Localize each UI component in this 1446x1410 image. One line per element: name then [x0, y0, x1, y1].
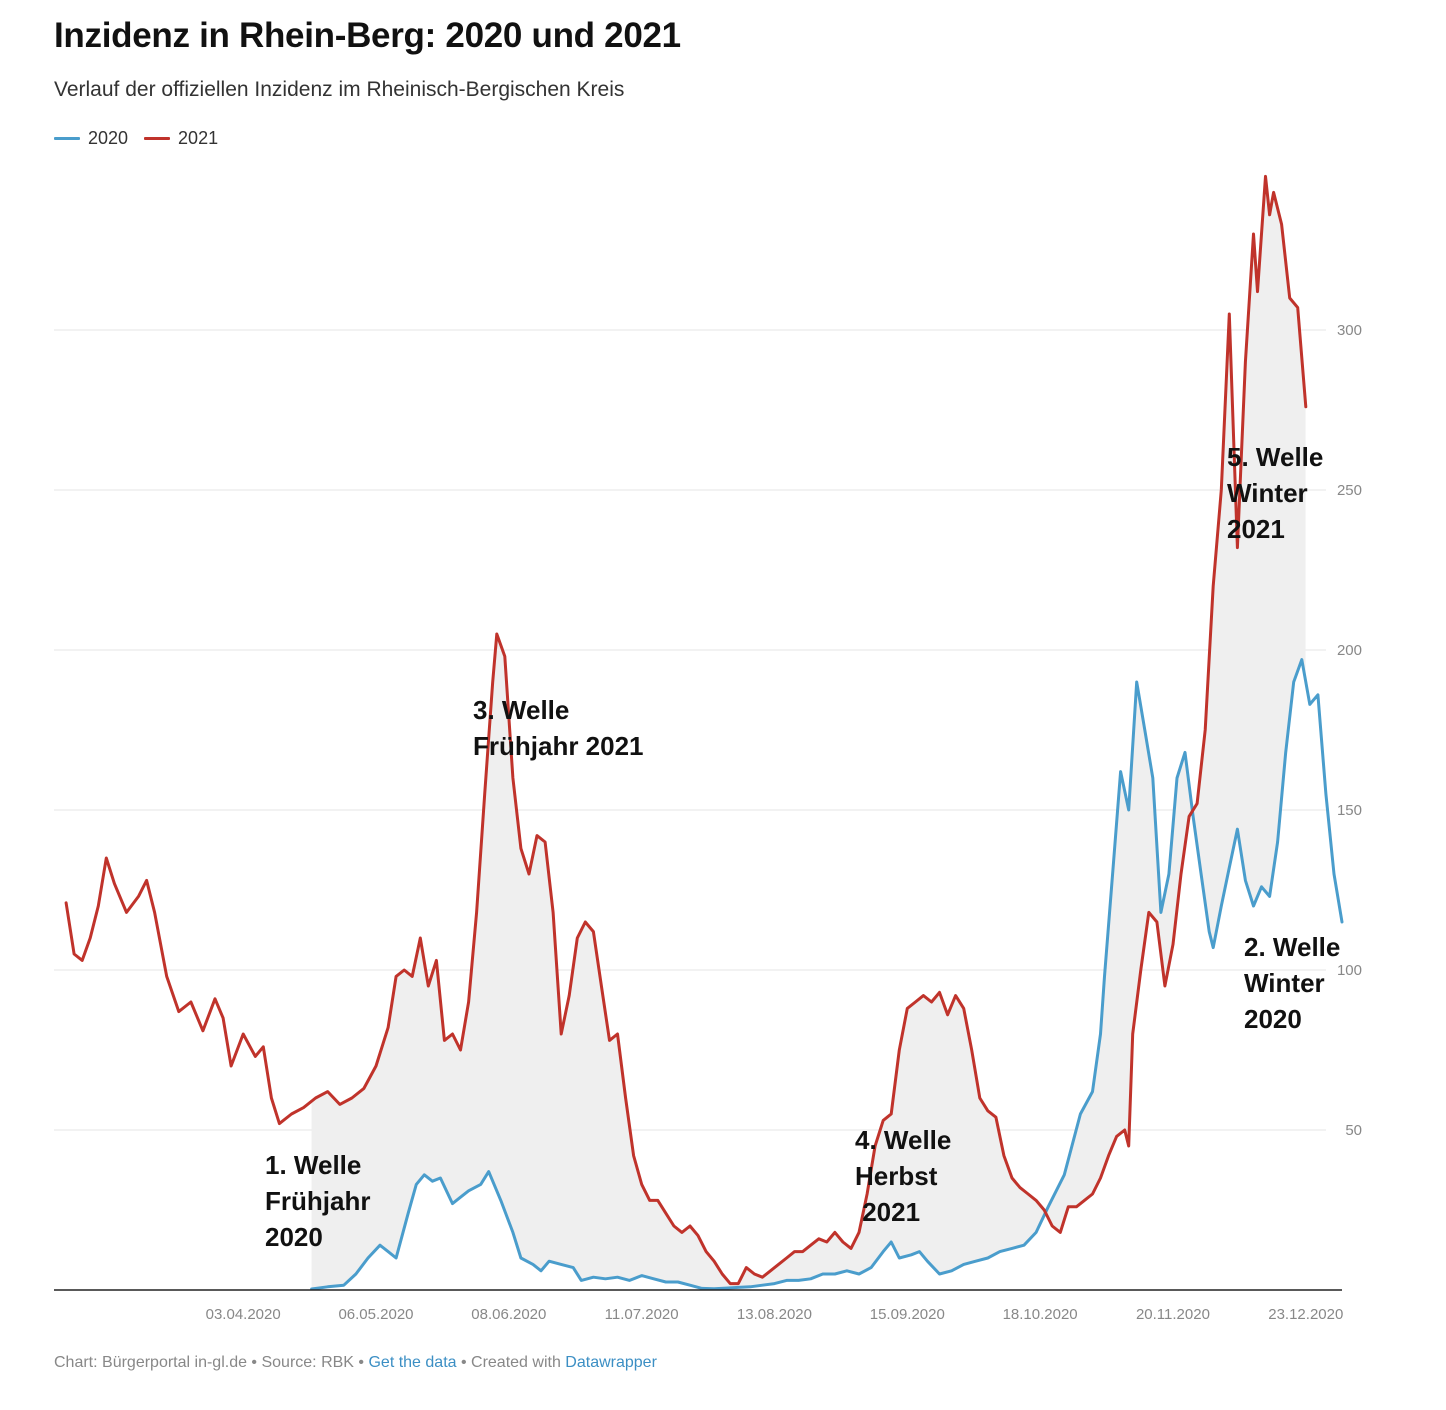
footer-chart-credit: Chart: Bürgerportal in-gl.de [54, 1354, 247, 1371]
x-tick-label: 13.08.2020 [737, 1306, 812, 1323]
annotation-line: Frühjahr 2021 [473, 731, 644, 761]
annotation-label: 2. Welle Winter 2020 [1244, 932, 1340, 1034]
annotation-line: Frühjahr [265, 1186, 370, 1216]
annotation-line: 2021 [1227, 514, 1285, 544]
annotation-line: 2021 [855, 1197, 920, 1227]
get-the-data-link[interactable]: Get the data [368, 1354, 457, 1371]
footer-source: Source: RBK [261, 1354, 354, 1371]
annotation-line: Herbst [855, 1161, 938, 1191]
y-tick-label-100: 100 [1337, 962, 1362, 979]
footer-separator: • [246, 1354, 262, 1371]
x-tick-label: 15.09.2020 [870, 1306, 945, 1323]
chart-subtitle: Verlauf der offiziellen Inzidenz im Rhei… [54, 78, 625, 101]
datawrapper-link[interactable]: Datawrapper [565, 1354, 657, 1371]
y-tick-label-50: 50 [1345, 1122, 1362, 1139]
annotation-label: 3. Welle Frühjahr 2021 [473, 695, 644, 761]
chart-footer: Chart: Bürgerportal in-gl.de • Source: R… [54, 1354, 657, 1372]
annotation-line: 2. Welle [1244, 932, 1340, 962]
annotation-line: 2020 [1244, 1004, 1302, 1034]
chart-title: Inzidenz in Rhein-Berg: 2020 und 2021 [54, 16, 681, 55]
y-tick-label-150: 150 [1337, 802, 1362, 819]
legend-label-2020: 2020 [88, 128, 129, 148]
annotation-line: Winter [1244, 968, 1325, 998]
y-tick-label-200: 200 [1337, 642, 1362, 659]
series-line-2021 [64, 174, 1308, 1286]
legend-item-2020: 2020 [54, 128, 128, 149]
annotation-line: 1. Welle [265, 1150, 361, 1180]
x-tick-label: 08.06.2020 [471, 1306, 546, 1323]
annotation-line: Winter [1227, 478, 1308, 508]
series-line-2020 [310, 658, 1344, 1291]
footer-separator: • [353, 1354, 369, 1371]
annotation-line: 3. Welle [473, 695, 569, 725]
x-tick-label: 03.04.2020 [206, 1306, 281, 1323]
chart-legend: 2020 2021 [54, 128, 218, 149]
annotation-line: 2020 [265, 1222, 323, 1252]
y-tick-label-300: 300 [1337, 322, 1362, 339]
area-between-series [311, 177, 1306, 1290]
annotation-line: 5. Welle [1227, 442, 1323, 472]
legend-swatch-2020 [54, 137, 80, 140]
legend-label-2021: 2021 [178, 128, 219, 148]
x-tick-label: 11.07.2020 [605, 1306, 679, 1323]
x-tick-label: 06.05.2020 [338, 1306, 413, 1323]
legend-item-2021: 2021 [144, 128, 218, 149]
x-tick-label: 20.11.2020 [1136, 1306, 1210, 1323]
y-tick-label-250: 250 [1337, 482, 1362, 499]
x-tick-label: 23.12.2020 [1268, 1306, 1343, 1323]
annotation-label: 1. Welle Frühjahr 2020 [265, 1150, 370, 1252]
annotation-label: 5. Welle Winter 2021 [1227, 442, 1323, 544]
annotation-line: 4. Welle [855, 1125, 951, 1155]
legend-swatch-2021 [144, 137, 171, 140]
footer-created-with: • Created with [456, 1354, 566, 1371]
annotation-label: 4. Welle Herbst 2021 [855, 1125, 951, 1227]
x-tick-label: 18.10.2020 [1003, 1306, 1078, 1323]
